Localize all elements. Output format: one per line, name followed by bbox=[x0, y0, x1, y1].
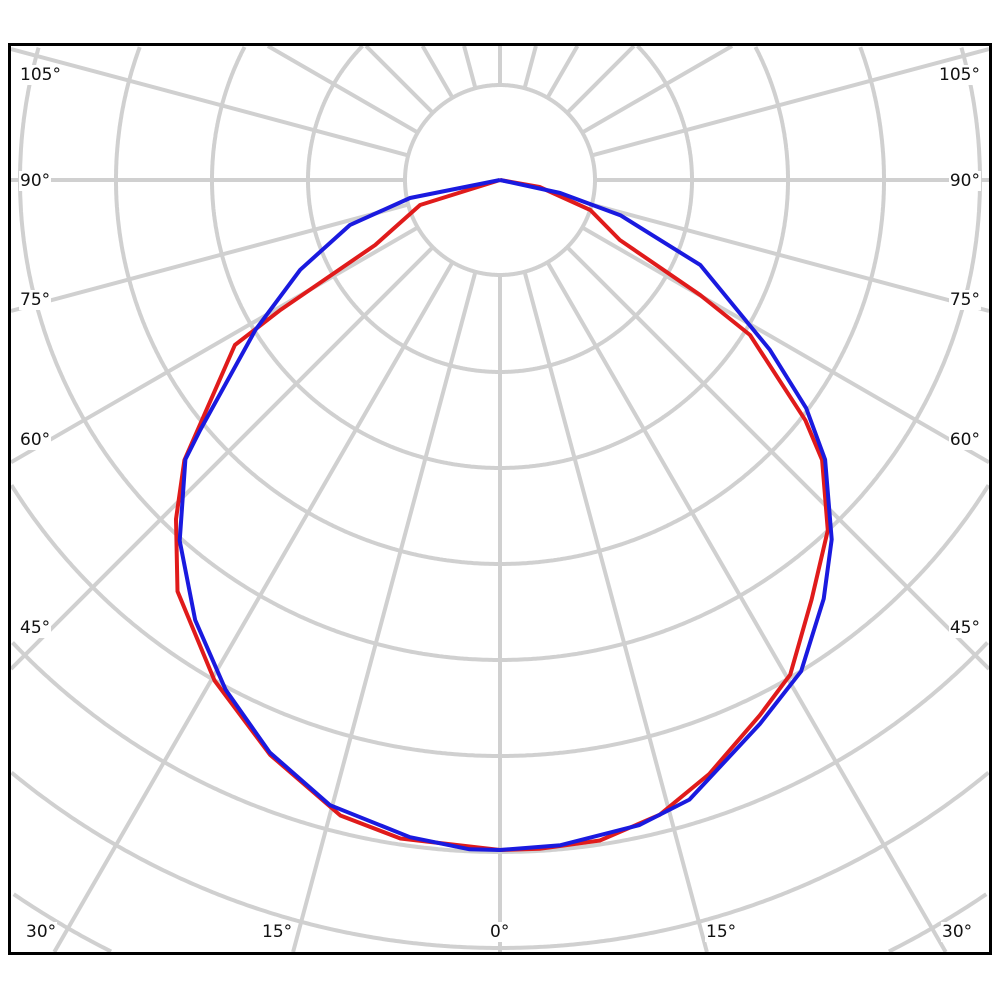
grid-radial-line bbox=[545, 46, 580, 99]
angle-label-left-75: 75° bbox=[19, 290, 52, 310]
angle-label-left-45: 45° bbox=[19, 618, 52, 638]
grid-ring bbox=[114, 46, 500, 566]
angle-label-right-60: 60° bbox=[948, 430, 981, 450]
angle-label-right-90: 90° bbox=[948, 171, 981, 191]
angle-label-right-75: 75° bbox=[948, 290, 981, 310]
grid-ring bbox=[11, 771, 500, 950]
grid-radial-line bbox=[565, 46, 636, 115]
angle-label-bottom-30-left: 30° bbox=[25, 922, 58, 942]
angle-label-bottom-0: 0° bbox=[489, 922, 511, 942]
grid-radial-line bbox=[522, 46, 538, 89]
grid-radial-line bbox=[291, 271, 478, 952]
grid-radial-line bbox=[591, 202, 989, 313]
grid-radial-line bbox=[581, 225, 989, 465]
angle-label-left-60: 60° bbox=[19, 430, 52, 450]
grid-ring bbox=[500, 641, 989, 854]
curves bbox=[174, 178, 834, 852]
grid-radial-line bbox=[545, 261, 948, 952]
grid-ring bbox=[500, 46, 886, 566]
series-curve-1 bbox=[174, 178, 830, 852]
grid-ring bbox=[18, 47, 500, 662]
grid-radial-line bbox=[266, 46, 419, 135]
grid-ring bbox=[887, 892, 988, 952]
angle-label-left-90: 90° bbox=[19, 171, 52, 191]
grid-ring bbox=[500, 484, 989, 758]
angle-label-bottom-30-right: 30° bbox=[941, 922, 974, 942]
grid-radial-line bbox=[11, 202, 409, 313]
grid-ring bbox=[11, 484, 500, 758]
grid-radial-line bbox=[522, 271, 709, 952]
grid-ring bbox=[12, 892, 113, 952]
grid-ring bbox=[500, 46, 694, 374]
grid-radial-line bbox=[462, 46, 478, 89]
angle-label-left-105: 105° bbox=[19, 65, 62, 85]
grid-ring bbox=[11, 641, 500, 854]
angle-label-right-105: 105° bbox=[938, 65, 981, 85]
polar-plot bbox=[11, 46, 989, 952]
grid-radial-line bbox=[11, 245, 435, 671]
grid-radial-line bbox=[11, 47, 409, 158]
polar-chart: 105° 90° 75° 60° 45° 105° 90° 75° 60° 45… bbox=[8, 43, 992, 955]
series-curve-2 bbox=[177, 178, 834, 852]
grid-radial-line bbox=[565, 245, 989, 671]
angle-label-bottom-15-right: 15° bbox=[705, 922, 738, 942]
grid-radial-line bbox=[11, 225, 419, 465]
grid-ring bbox=[500, 771, 989, 950]
grid-radial-line bbox=[420, 46, 455, 99]
grid-radial-line bbox=[581, 46, 734, 135]
grid-radial-line bbox=[364, 46, 435, 115]
grid-ring bbox=[306, 46, 500, 374]
angle-label-bottom-15-left: 15° bbox=[261, 922, 294, 942]
grid bbox=[11, 46, 989, 952]
grid-radial-line bbox=[52, 261, 455, 952]
grid-ring bbox=[500, 47, 982, 662]
angle-label-right-45: 45° bbox=[948, 618, 981, 638]
grid-radial-line bbox=[591, 47, 989, 158]
